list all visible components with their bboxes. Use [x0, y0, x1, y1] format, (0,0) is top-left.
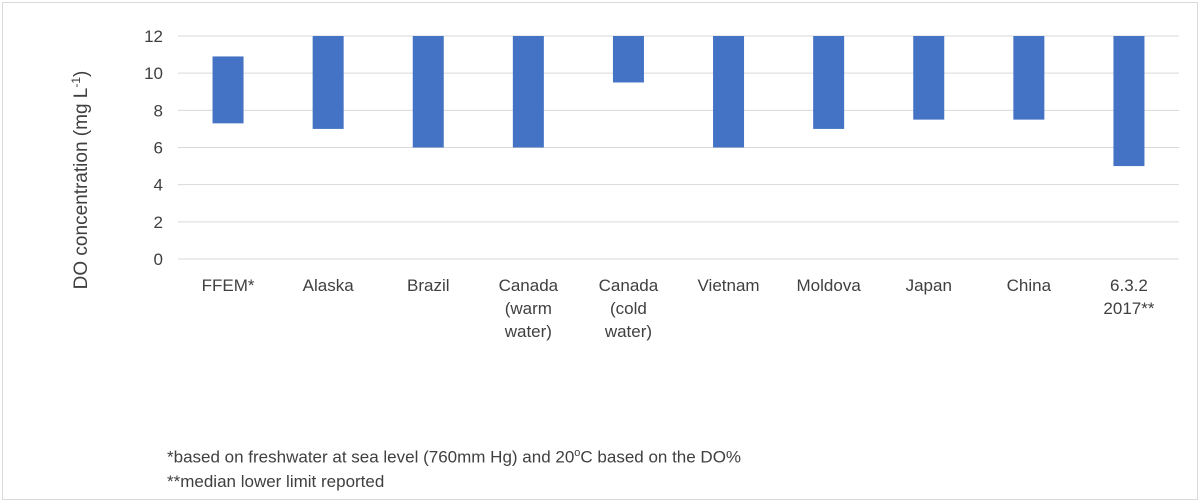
x-category-label-line: 6.3.2 — [1110, 276, 1148, 295]
gridlines — [178, 35, 1179, 260]
y-axis-label-text: DO concentration (mg L — [71, 88, 92, 290]
x-category-label-0: FFEM* — [202, 276, 255, 295]
footnote-1: *based on freshwater at sea level (760mm… — [167, 447, 741, 468]
x-category-label-line: water) — [504, 322, 552, 341]
footnote-1-superscript: o — [574, 447, 581, 459]
y-tick-label: 10 — [144, 64, 163, 83]
x-category-label-line: China — [1007, 276, 1052, 295]
x-category-label-3: Canada (warm water) — [499, 276, 559, 341]
bar-1 — [312, 36, 344, 129]
bar-3 — [512, 36, 544, 148]
x-category-label-line: water) — [604, 322, 652, 341]
y-axis-label-superscript: -1 — [69, 77, 83, 88]
bar-5 — [713, 36, 745, 148]
footnote-1-text-end: C based on the DO% — [580, 447, 742, 467]
x-category-label-7: Japan — [906, 276, 952, 295]
y-tick-label: 0 — [154, 250, 163, 269]
bar-8 — [1013, 36, 1045, 120]
x-category-label-line: 2017** — [1103, 299, 1154, 318]
x-category-label-2: Brazil — [407, 276, 450, 295]
x-category-label-line: Alaska — [303, 276, 355, 295]
x-category-label-line: Moldova — [797, 276, 862, 295]
x-category-label-line: Canada — [499, 276, 559, 295]
y-tick-label: 8 — [154, 101, 163, 120]
chart: 0 2 4 6 8 10 12 FFEM* Alaska Brazil Canada (warm wa… — [69, 27, 1179, 341]
x-category-label-9: 6.3.2 2017** — [1103, 276, 1154, 318]
bar-4 — [612, 36, 644, 83]
x-category-label-line: Brazil — [407, 276, 450, 295]
bar-6 — [813, 36, 845, 129]
y-tick-label: 6 — [154, 139, 163, 158]
x-category-label-1: Alaska — [303, 276, 355, 295]
x-category-label-line: (warm — [505, 299, 552, 318]
y-tick-label: 2 — [154, 213, 163, 232]
bar-2 — [412, 36, 444, 148]
y-tick-label: 12 — [144, 27, 163, 46]
y-tick-labels: 0 2 4 6 8 10 12 — [144, 27, 163, 269]
x-category-labels: FFEM* Alaska Brazil Canada (warm water)Canada… — [202, 276, 1155, 341]
x-category-label-line: FFEM* — [202, 276, 255, 295]
footnote-1-text: *based on freshwater at sea level (760mm… — [167, 447, 575, 467]
x-category-label-line: (cold — [610, 299, 647, 318]
x-category-label-8: China — [1007, 276, 1052, 295]
x-category-label-line: Vietnam — [698, 276, 760, 295]
x-category-label-line: Canada — [599, 276, 659, 295]
x-category-label-line: Japan — [906, 276, 952, 295]
bar-0 — [212, 56, 244, 124]
y-axis-label-suffix: ) — [71, 71, 92, 77]
x-category-label-6: Moldova — [797, 276, 862, 295]
bar-7 — [913, 36, 945, 120]
x-category-label-5: Vietnam — [698, 276, 760, 295]
footnote-2: **median lower limit reported — [167, 472, 385, 491]
x-category-label-4: Canada (cold water) — [599, 276, 659, 341]
y-axis-label: DO concentration (mg L-1) — [69, 71, 92, 290]
bar-9 — [1113, 36, 1145, 167]
bars — [212, 36, 1145, 167]
y-tick-label: 4 — [154, 176, 163, 195]
